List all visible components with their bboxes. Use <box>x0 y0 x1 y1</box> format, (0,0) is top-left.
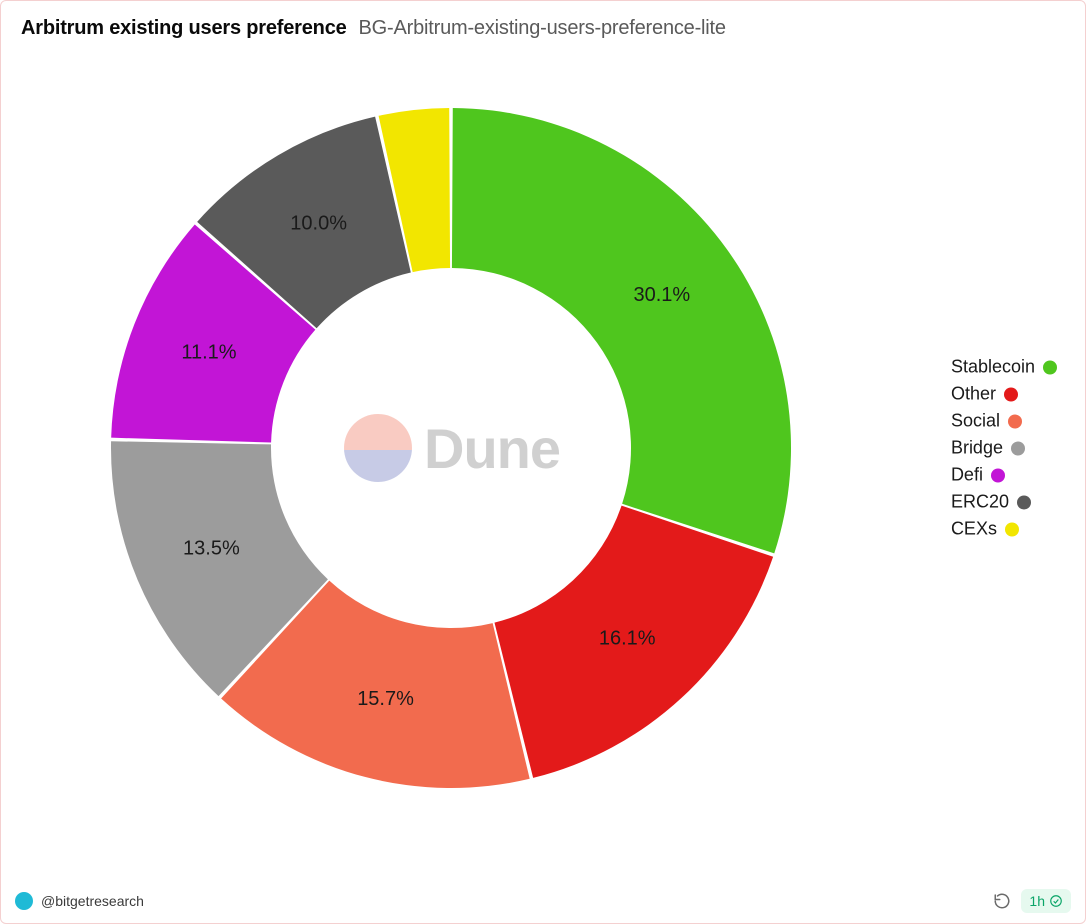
card-footer: @bitgetresearch 1h <box>1 879 1085 923</box>
slice-label: 30.1% <box>633 284 690 306</box>
legend-dot-icon <box>1043 360 1057 374</box>
legend-dot-icon <box>1005 522 1019 536</box>
legend-label: Social <box>951 411 1000 432</box>
legend-label: Stablecoin <box>951 357 1035 378</box>
slice-label: 15.7% <box>357 688 414 710</box>
legend-dot-icon <box>991 468 1005 482</box>
refresh-icon[interactable] <box>993 892 1011 910</box>
chart-title: Arbitrum existing users preference <box>21 17 347 40</box>
footer-actions: 1h <box>993 889 1071 913</box>
legend-item[interactable]: Bridge <box>951 438 1057 459</box>
slice-label: 13.5% <box>183 537 240 559</box>
legend-label: ERC20 <box>951 492 1009 513</box>
chart-subtitle: BG-Arbitrum-existing-users-preference-li… <box>359 17 726 40</box>
author-link[interactable]: @bitgetresearch <box>15 892 144 910</box>
check-circle-icon <box>1049 894 1063 908</box>
legend-label: CEXs <box>951 519 997 540</box>
legend-dot-icon <box>1008 414 1022 428</box>
time-badge[interactable]: 1h <box>1021 889 1071 913</box>
chart-card: Arbitrum existing users preference BG-Ar… <box>0 0 1086 924</box>
legend-dot-icon <box>1004 387 1018 401</box>
time-badge-label: 1h <box>1029 893 1045 909</box>
legend-dot-icon <box>1017 495 1031 509</box>
chart-header: Arbitrum existing users preference BG-Ar… <box>1 1 1085 48</box>
slice-label: 11.1% <box>181 341 236 363</box>
legend-item[interactable]: CEXs <box>951 519 1057 540</box>
legend-label: Bridge <box>951 438 1003 459</box>
slice-label: 10.0% <box>290 212 347 234</box>
legend-item[interactable]: ERC20 <box>951 492 1057 513</box>
legend-label: Defi <box>951 465 983 486</box>
legend-item[interactable]: Social <box>951 411 1057 432</box>
legend-dot-icon <box>1011 441 1025 455</box>
slice-label: 16.1% <box>599 627 656 649</box>
chart-legend: Stablecoin Other Social Bridge Defi ERC20 CEXs <box>951 357 1057 540</box>
author-avatar-icon <box>15 892 33 910</box>
legend-item[interactable]: Other <box>951 384 1057 405</box>
legend-item[interactable]: Stablecoin <box>951 357 1057 378</box>
author-handle: @bitgetresearch <box>41 893 144 909</box>
donut-chart: 30.1%16.1%15.7%13.5%11.1%10.0% Dune <box>61 58 841 838</box>
donut-slice[interactable] <box>452 108 791 553</box>
legend-item[interactable]: Defi <box>951 465 1057 486</box>
chart-area: 30.1%16.1%15.7%13.5%11.1%10.0% Dune <box>1 48 1085 848</box>
legend-label: Other <box>951 384 996 405</box>
